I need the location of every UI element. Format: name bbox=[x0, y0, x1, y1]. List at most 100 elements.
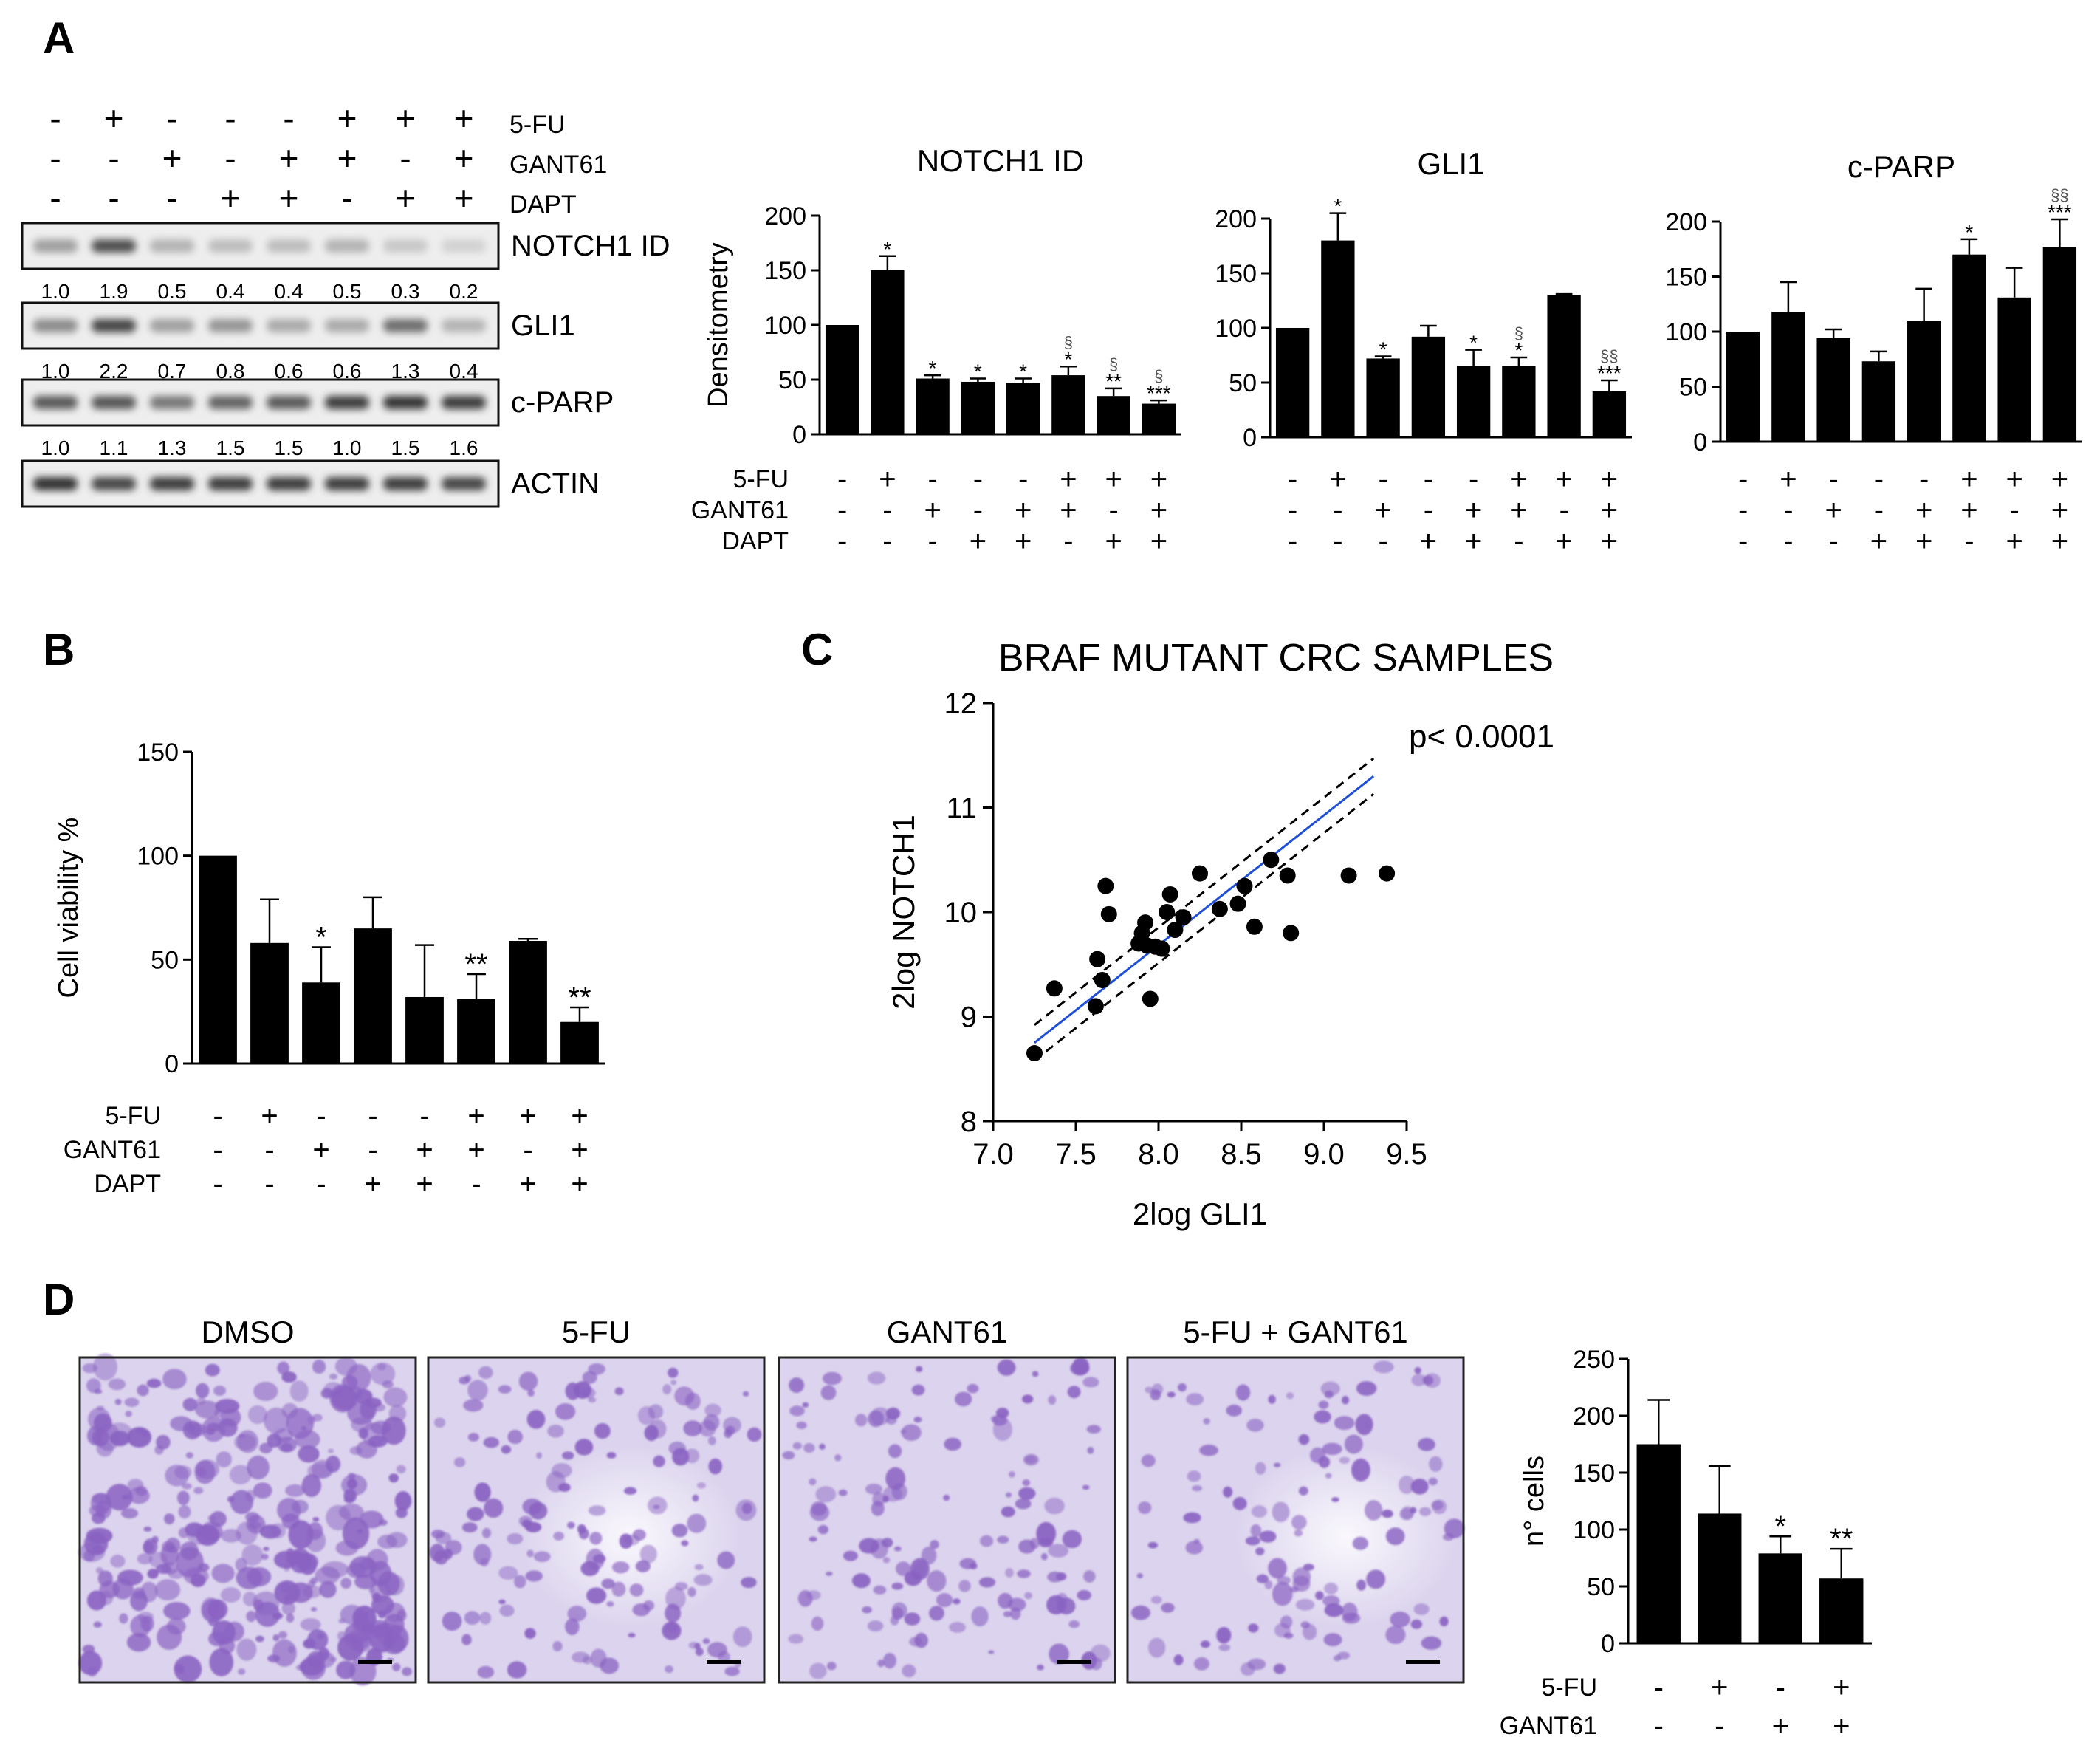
blot-treatment-sign: - bbox=[399, 139, 411, 177]
stained-cell bbox=[119, 1613, 128, 1624]
treatment-sign: + bbox=[1601, 494, 1618, 527]
stained-cell bbox=[854, 1414, 868, 1427]
blot-density-value: 0.3 bbox=[391, 280, 420, 303]
stained-cell bbox=[882, 1486, 903, 1502]
stained-cell bbox=[95, 1500, 112, 1519]
panel-label-b: B bbox=[43, 625, 75, 674]
stained-cell bbox=[178, 1527, 189, 1538]
bar bbox=[1456, 366, 1491, 437]
stained-cell bbox=[1274, 1623, 1291, 1638]
stained-cell bbox=[143, 1527, 152, 1532]
treatment-sign: - bbox=[523, 1134, 532, 1166]
stained-cell bbox=[205, 1363, 220, 1377]
panel-label-d: D bbox=[43, 1275, 75, 1324]
stained-cell bbox=[464, 1611, 481, 1626]
treatment-sign: + bbox=[1825, 494, 1842, 527]
stained-cell bbox=[286, 1548, 295, 1558]
stained-cell bbox=[694, 1564, 704, 1571]
stained-cell bbox=[561, 1451, 574, 1460]
stained-cell bbox=[202, 1417, 226, 1442]
stained-cell bbox=[885, 1467, 906, 1490]
blot-protein-label: NOTCH1 ID bbox=[511, 230, 670, 262]
stained-cell bbox=[336, 1660, 356, 1679]
stained-cell bbox=[346, 1562, 366, 1578]
stained-cell bbox=[182, 1397, 198, 1411]
stained-cell bbox=[997, 1535, 1009, 1544]
y-tick-label: 200 bbox=[1215, 205, 1257, 233]
scatter-point bbox=[1097, 877, 1114, 894]
stained-cell bbox=[558, 1483, 571, 1492]
bar bbox=[1726, 332, 1760, 442]
blot-band bbox=[383, 396, 428, 409]
stained-cell bbox=[1273, 1462, 1281, 1467]
stained-cell bbox=[692, 1494, 699, 1502]
stained-cell bbox=[474, 1482, 491, 1502]
stained-cell bbox=[110, 1555, 126, 1568]
stained-cell bbox=[1015, 1498, 1032, 1510]
stained-cell bbox=[867, 1371, 886, 1385]
scatter-point bbox=[1283, 925, 1300, 942]
stained-cell bbox=[1295, 1599, 1315, 1611]
stained-cell bbox=[182, 1483, 192, 1490]
treatment-sign: - bbox=[1874, 494, 1884, 527]
stained-cell bbox=[817, 1524, 829, 1535]
stained-cell bbox=[1193, 1657, 1210, 1671]
treatment-sign: - bbox=[927, 463, 937, 496]
stained-cell bbox=[593, 1554, 606, 1564]
treatment-sign: + bbox=[879, 463, 896, 496]
stained-cell bbox=[1366, 1569, 1386, 1589]
stained-cell bbox=[1067, 1386, 1081, 1399]
y-tick-label: 100 bbox=[1215, 315, 1257, 343]
treatment-sign: - bbox=[837, 494, 847, 527]
stained-cell bbox=[1138, 1501, 1152, 1514]
scatter-point bbox=[1046, 980, 1063, 997]
stained-cell bbox=[789, 1377, 805, 1393]
treatment-sign: - bbox=[1018, 463, 1028, 496]
stained-cell bbox=[1077, 1589, 1092, 1601]
stained-cell bbox=[1373, 1360, 1394, 1374]
stained-cell bbox=[901, 1424, 922, 1442]
stained-cell bbox=[1044, 1497, 1065, 1515]
stained-cell bbox=[1352, 1536, 1369, 1550]
stained-cell bbox=[574, 1439, 594, 1456]
treatment-sign: - bbox=[1738, 525, 1748, 558]
stained-cell bbox=[789, 1405, 805, 1417]
stained-cell bbox=[1268, 1558, 1287, 1579]
treatment-sign: + bbox=[1060, 463, 1077, 496]
stained-cell bbox=[327, 1448, 334, 1453]
stained-cell bbox=[820, 1385, 837, 1400]
stained-cell bbox=[877, 1659, 885, 1668]
treatment-sign: - bbox=[1424, 494, 1433, 527]
stained-cell bbox=[255, 1601, 281, 1627]
y-tick-label: 8 bbox=[961, 1106, 977, 1138]
stained-cell bbox=[235, 1558, 247, 1572]
stained-cell bbox=[1344, 1434, 1363, 1454]
treatment-sign: + bbox=[1015, 494, 1032, 527]
treatment-sign: + bbox=[1105, 463, 1122, 496]
stained-cell bbox=[190, 1573, 206, 1587]
stained-cell bbox=[1318, 1456, 1331, 1468]
bar bbox=[560, 1021, 599, 1064]
stained-cell bbox=[979, 1535, 994, 1547]
stained-cell bbox=[1248, 1623, 1259, 1633]
blot-treatment-sign: - bbox=[341, 179, 352, 217]
stained-cell bbox=[238, 1668, 246, 1675]
blot-treatment-sign: - bbox=[224, 139, 236, 177]
stained-cell bbox=[851, 1573, 871, 1589]
stained-cell bbox=[106, 1422, 133, 1445]
stained-cell bbox=[547, 1424, 564, 1438]
stained-cell bbox=[953, 1598, 961, 1605]
stained-cell bbox=[383, 1614, 405, 1636]
stained-cell bbox=[527, 1389, 535, 1397]
treatment-sign: - bbox=[1654, 1671, 1664, 1704]
stained-cell bbox=[1255, 1462, 1266, 1475]
x-tick-label: 9.0 bbox=[1303, 1138, 1345, 1171]
stained-cell bbox=[671, 1524, 688, 1538]
micrograph-frame bbox=[778, 1356, 1116, 1684]
y-tick-label: 100 bbox=[1665, 318, 1707, 346]
stained-cell bbox=[1199, 1444, 1218, 1456]
blot-band bbox=[442, 396, 486, 409]
treatment-sign: + bbox=[571, 1134, 588, 1166]
stained-cell bbox=[870, 1407, 891, 1425]
